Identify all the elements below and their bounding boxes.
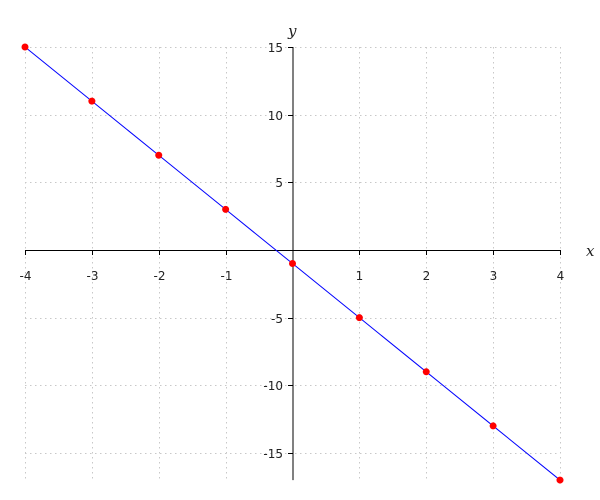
data-point xyxy=(155,151,163,159)
data-point xyxy=(489,422,497,430)
y-axis-label: y xyxy=(287,22,297,40)
y-tick-label: 15 xyxy=(268,41,283,55)
data-point xyxy=(88,97,96,105)
data-point xyxy=(422,368,430,376)
x-tick-label: -3 xyxy=(87,269,99,283)
series xyxy=(21,43,564,484)
x-tick-label: 2 xyxy=(423,269,431,283)
ticks: -4 -3 -2 -1 1 2 3 4 15 10 5 -5 -10 -15 xyxy=(20,41,565,461)
x-tick-label: 3 xyxy=(490,269,498,283)
data-point xyxy=(355,314,363,322)
x-tick-label: 4 xyxy=(557,269,565,283)
x-axis-label: x xyxy=(586,242,595,260)
x-tick-label: -2 xyxy=(154,269,166,283)
y-tick-label: 5 xyxy=(275,176,283,190)
y-tick-label: -15 xyxy=(263,447,283,461)
data-point xyxy=(222,205,230,213)
y-tick-label: 10 xyxy=(268,109,283,123)
x-tick-label: 1 xyxy=(356,269,364,283)
grid xyxy=(25,47,561,481)
y-tick-label: -10 xyxy=(263,379,283,393)
x-tick-label: -1 xyxy=(221,269,233,283)
data-point xyxy=(556,476,564,484)
data-point xyxy=(289,260,296,268)
x-tick-label: -4 xyxy=(20,269,32,283)
data-point xyxy=(21,43,29,51)
y-tick-label: -5 xyxy=(271,312,283,326)
